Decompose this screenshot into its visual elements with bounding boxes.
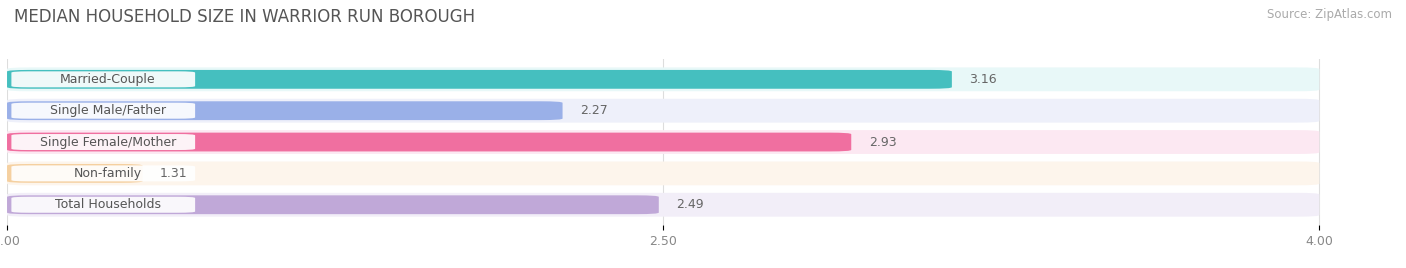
FancyBboxPatch shape (7, 164, 142, 183)
Text: Married-Couple: Married-Couple (60, 73, 156, 86)
FancyBboxPatch shape (11, 197, 195, 213)
FancyBboxPatch shape (7, 130, 1319, 154)
Text: 1.31: 1.31 (160, 167, 188, 180)
Text: 2.93: 2.93 (869, 136, 897, 148)
Text: Non-family: Non-family (73, 167, 142, 180)
Text: 2.49: 2.49 (676, 198, 704, 211)
FancyBboxPatch shape (7, 195, 659, 214)
Text: Single Female/Mother: Single Female/Mother (39, 136, 176, 148)
Text: MEDIAN HOUSEHOLD SIZE IN WARRIOR RUN BOROUGH: MEDIAN HOUSEHOLD SIZE IN WARRIOR RUN BOR… (14, 8, 475, 26)
FancyBboxPatch shape (11, 103, 195, 119)
FancyBboxPatch shape (7, 193, 1319, 217)
Text: 3.16: 3.16 (969, 73, 997, 86)
FancyBboxPatch shape (7, 162, 1319, 185)
FancyBboxPatch shape (7, 101, 562, 120)
FancyBboxPatch shape (7, 68, 1319, 91)
FancyBboxPatch shape (11, 134, 195, 150)
Text: Single Male/Father: Single Male/Father (49, 104, 166, 117)
FancyBboxPatch shape (11, 71, 195, 87)
FancyBboxPatch shape (7, 70, 952, 89)
Text: 2.27: 2.27 (581, 104, 607, 117)
FancyBboxPatch shape (11, 165, 195, 181)
FancyBboxPatch shape (7, 99, 1319, 122)
Text: Total Households: Total Households (55, 198, 160, 211)
FancyBboxPatch shape (7, 133, 851, 151)
Text: Source: ZipAtlas.com: Source: ZipAtlas.com (1267, 8, 1392, 21)
